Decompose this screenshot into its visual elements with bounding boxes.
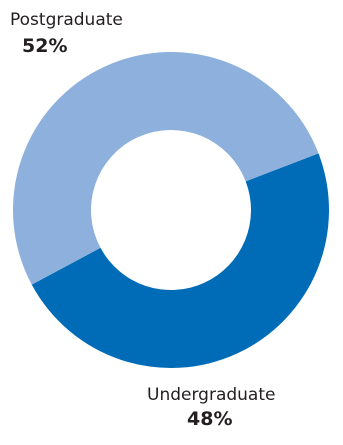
donut-slice-postgraduate: [12, 51, 319, 285]
slice-name-label: Undergraduate: [147, 385, 275, 405]
slice-value-label: 48%: [187, 408, 232, 430]
slice-label-postgraduate: Postgraduate 52%: [10, 10, 123, 57]
slice-name-label: Postgraduate: [10, 10, 123, 30]
donut-slice-undergraduate: [31, 153, 329, 368]
slice-label-undergraduate: Undergraduate 48%: [147, 385, 275, 430]
donut-slices: [12, 51, 329, 368]
slice-value-label: 52%: [22, 35, 67, 57]
